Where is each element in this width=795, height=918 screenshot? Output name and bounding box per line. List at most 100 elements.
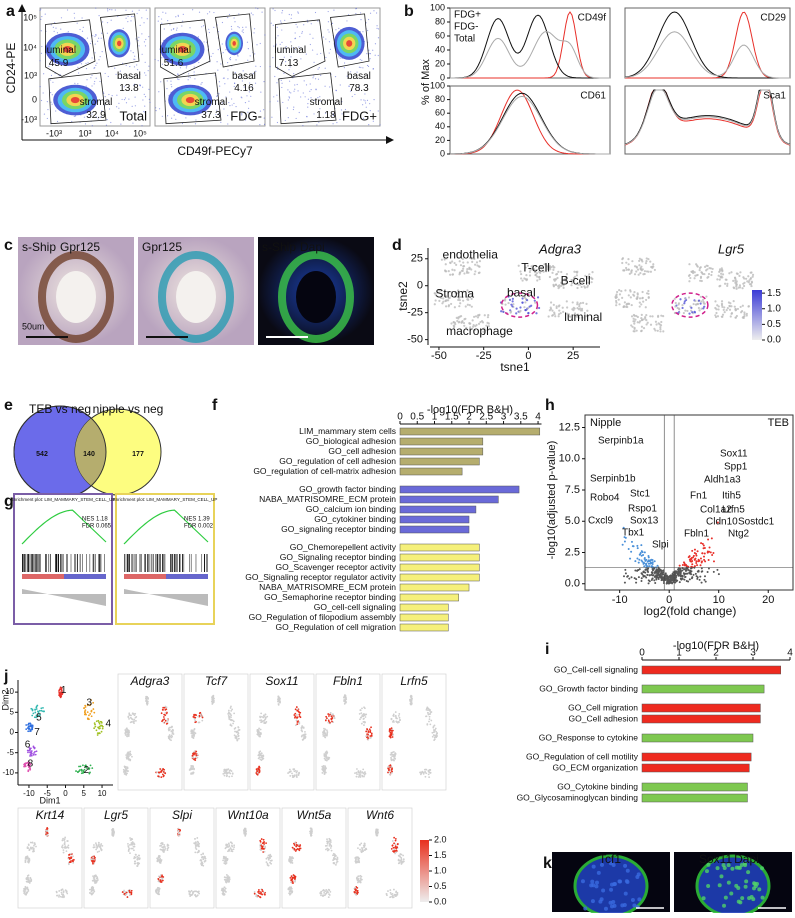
gene-dot [653,574,655,576]
cell-dot [640,303,642,305]
cell-dot [694,311,696,313]
event-dot [61,17,62,18]
x-tick-label: 5 [82,789,87,798]
cell-dot [735,282,737,284]
bar [642,783,747,791]
cell-dot [362,718,364,720]
event-dot [311,89,312,90]
cell-dot [194,894,196,896]
cell-dot [27,877,29,879]
cell-dot [162,773,164,775]
cell-dot [504,303,506,305]
cell-dot [56,892,58,894]
cell-dot [740,311,742,313]
cell-dot [644,270,646,272]
event-dot [141,17,142,18]
event-dot [133,16,134,17]
event-dot [346,20,347,21]
cell-dot [264,719,266,721]
cell-dot [320,894,322,896]
event-dot [195,123,196,124]
event-dot [281,42,282,43]
cell-dot [729,309,731,311]
cell-dot [289,775,291,777]
cell-dot [264,851,266,853]
panel-letter: j [3,668,8,685]
category-label: GO_Regulation of cell motility [526,751,639,761]
gene-dot [677,569,679,571]
cell-dot [657,315,659,317]
event-dot [378,28,379,29]
event-dot [195,119,196,120]
cell-dot [129,844,131,846]
cell-dot [194,731,196,733]
event-dot [161,18,162,19]
event-dot [230,59,231,60]
cell-dot [445,305,447,307]
cell-dot [90,764,92,766]
event-dot [273,25,274,26]
cell-dot [397,721,399,723]
cell-dot [623,269,625,271]
cell-dot [643,327,645,329]
cell-dot [365,735,367,737]
cell-dot [161,881,163,883]
nes-label: NES 1.18 [82,517,108,523]
cell-dot [159,768,161,770]
cell-dot [721,267,723,269]
cell-dot [24,889,26,891]
cell-dot [410,696,412,698]
panel-letter: i [545,641,549,658]
cell-dot [61,892,63,894]
event-dot [39,10,40,11]
cell-dot [129,852,131,854]
cell-dot [225,846,227,848]
cell-dot [730,271,732,273]
cell-dot [192,892,194,894]
event-dot [328,21,329,22]
event-dot [366,53,367,54]
cell-dot [724,283,726,285]
cell-dot [701,280,703,282]
cell-dot [46,828,48,830]
event-dot [295,24,296,25]
cell-dot [556,307,558,309]
y-tick-label: 0.0 [565,578,580,590]
cell-dot [189,894,191,896]
event-dot [272,57,273,58]
cell-dot [264,893,266,895]
cell-dot [391,771,393,773]
cell-dot [204,857,206,859]
gene-name: Adgra3 [130,674,170,688]
event-dot [365,100,366,101]
event-dot [75,115,76,116]
gene-label: Ntg2 [728,529,750,540]
cell-dot [163,851,165,853]
cell-dot [520,277,522,279]
event-dot [175,16,176,17]
cell-dot [395,711,397,713]
cell-dot [658,322,660,324]
event-dot [306,116,307,117]
gene-dot [686,580,688,582]
scale-bar-label: 50um [22,321,45,331]
cell-dot [647,293,649,295]
y-tick-label: 2.5 [565,546,580,558]
gene-dot [642,551,644,553]
cell-dot [743,313,745,315]
cell-dot [640,266,642,268]
cell-dot [99,727,101,729]
x-tick-label: 0 [397,412,403,423]
cell-dot [328,715,330,717]
gene-dot [663,582,665,584]
cell-dot [295,708,297,710]
cell-dot [633,323,635,325]
cell-dot [194,759,196,761]
cell-dot [138,855,140,857]
cell-dot [462,270,464,272]
cell-dot [732,280,734,282]
event-dot [188,79,189,80]
cell-dot [92,863,94,865]
cell-dot [710,267,712,269]
event-dot [200,83,201,84]
